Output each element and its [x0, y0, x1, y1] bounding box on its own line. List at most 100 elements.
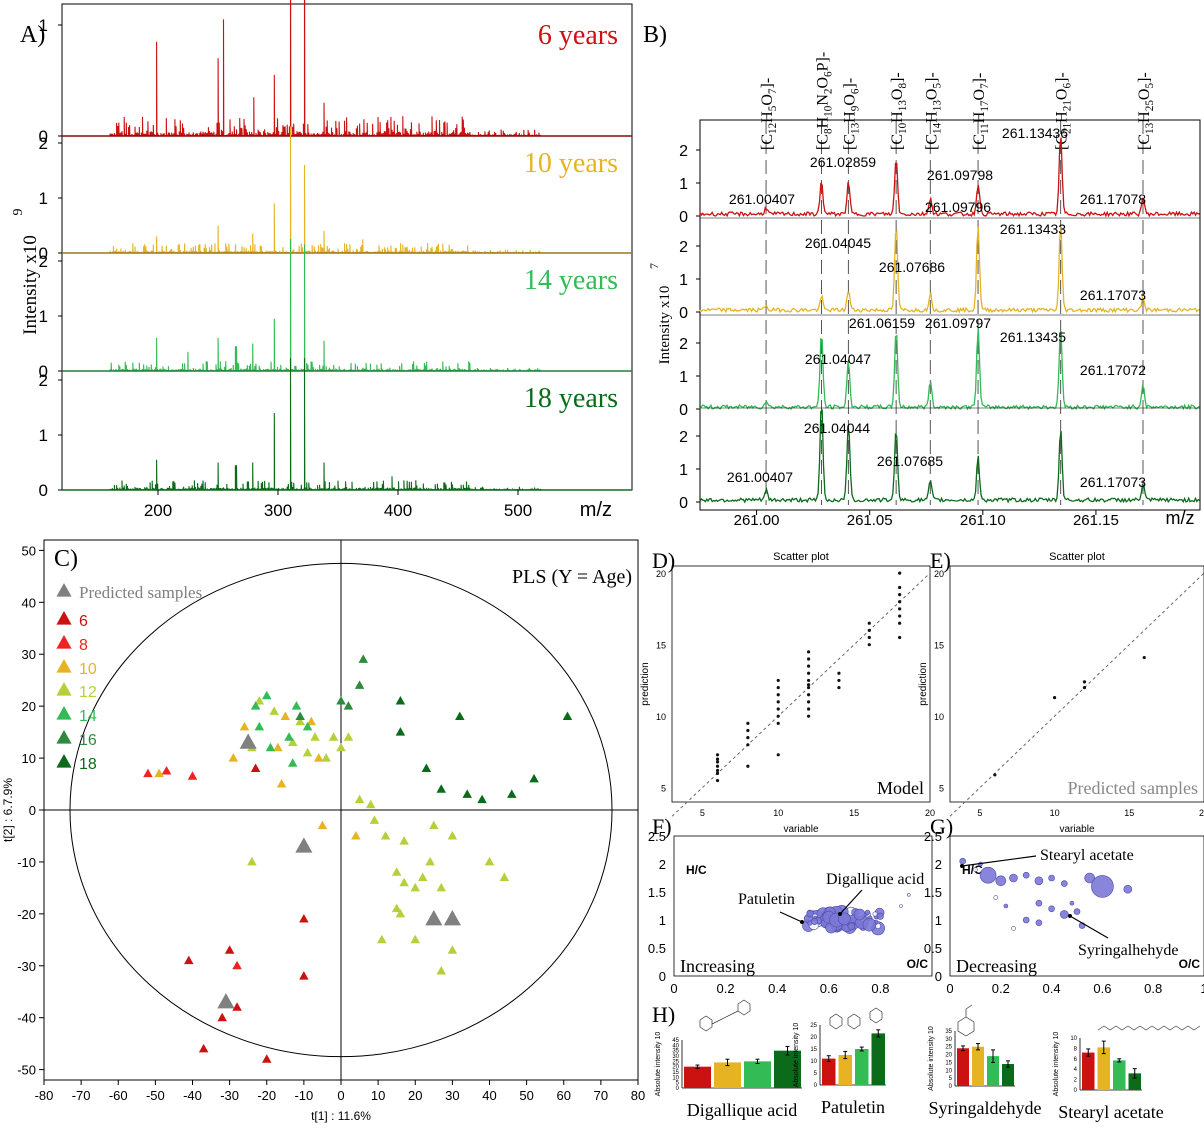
panel-c-xtick-label: 30: [445, 1088, 459, 1103]
panelD-point: [806, 657, 811, 661]
score-point-12: [295, 716, 305, 726]
panel-b-peak-label: 261.17073: [1080, 287, 1146, 303]
panel-c-ytick-label: -30: [17, 959, 36, 974]
bar-stearyl-acetate: [1113, 1060, 1126, 1090]
panelD-point: [806, 700, 811, 704]
score-point-12: [336, 742, 346, 752]
panelF-ytick-label: 2: [659, 857, 666, 872]
panel-b-formula: [C8​H10​N2​O6​P]-: [814, 52, 834, 150]
panel-h-ytick-label: 30: [672, 1054, 679, 1060]
score-point-12: [499, 872, 510, 881]
panelD-point: [806, 683, 811, 687]
score-point-14: [291, 701, 302, 710]
panelD-point: [867, 635, 871, 640]
score-point-6: [217, 1012, 227, 1022]
panelG-compound-label: Stearyl acetate: [1040, 847, 1134, 864]
panelF-arrow: [839, 889, 863, 915]
panel-b-ytick-label: 2: [679, 239, 688, 256]
panel-h-compound-name: Stearyl acetate: [1058, 1102, 1163, 1122]
score-point-predicted-samples: [443, 910, 461, 926]
panel-b-xlabel: m/z: [1166, 508, 1195, 528]
panel-c-xtick-label: -50: [146, 1088, 165, 1103]
panel-c-xtick-label: 20: [408, 1088, 422, 1103]
panel-b-peak-label: 261.09797: [925, 315, 991, 331]
score-point-6: [224, 945, 235, 954]
score-point-14: [254, 721, 265, 731]
panelF-xtick-label: 0.6: [820, 981, 838, 996]
panelF-xtick-label: 0.8: [871, 981, 889, 996]
panel-b-formula: [C11​H17​O7​]-: [971, 73, 991, 150]
panelF-ytick-label: 1.5: [648, 885, 666, 900]
score-point-8: [161, 766, 172, 775]
panel-a-ylabel-exp: 9: [11, 209, 26, 216]
panelD-point: [806, 707, 811, 711]
score-point-10: [154, 768, 164, 778]
bar-syringaldehyde: [957, 1048, 969, 1086]
panelF-annotation: Increasing: [680, 956, 755, 976]
panelG-bubble: [1061, 880, 1068, 887]
panelD-point: [715, 760, 720, 764]
panel-a-ytick-label: 1: [39, 189, 48, 208]
panelD-point: [867, 643, 871, 647]
panelE-point: [1082, 685, 1087, 690]
panelD-ytick-label: 10: [656, 712, 666, 722]
panelD-point: [806, 671, 811, 675]
panelG-ytick-label: 1: [935, 913, 942, 928]
score-point-12: [399, 877, 409, 887]
panelD-point: [837, 678, 841, 683]
panel-a-ytick-label: 2: [39, 252, 48, 271]
panel-a-xlabel: m/z: [580, 499, 612, 521]
panel-b-xtick-label: 261.15: [1073, 512, 1119, 529]
formula-part: O: [841, 94, 858, 106]
score-point-16: [343, 701, 354, 710]
panel-a-xtick-label: 500: [504, 501, 532, 520]
panel-b-ytick-label: 1: [679, 369, 688, 386]
panelF-bubble: [862, 917, 877, 932]
panelG-bubble: [1048, 905, 1055, 913]
panelE-annotation: Predicted samples: [1068, 778, 1198, 798]
score-point-12: [484, 856, 495, 866]
formula-part: 10: [897, 122, 909, 134]
score-point-12: [391, 903, 402, 913]
patuletin-structure-icon: [829, 1007, 883, 1030]
formula-part: 13: [1144, 122, 1156, 134]
panel-b-formula: [C13​H9​O6​]-: [841, 78, 861, 150]
panelE-xtick-label: 20: [1199, 808, 1204, 818]
formula-part: 2: [822, 89, 834, 95]
panelG-bubble: [1034, 876, 1044, 886]
panelD-point: [898, 593, 902, 597]
score-point-18: [477, 794, 487, 804]
score-point-16: [336, 695, 346, 705]
score-point-12: [410, 882, 420, 892]
panel-c-xtick-label: 40: [482, 1088, 496, 1103]
formula-part: 13: [897, 100, 909, 112]
panel-c-ytick-label: -10: [17, 855, 36, 870]
bar-digallique-acid: [714, 1062, 741, 1088]
panelE-xlabel: variable: [1059, 824, 1094, 835]
panel-b-formula: [C21​H21​O6​]-: [1054, 72, 1074, 150]
formula-part: ]-: [1136, 72, 1153, 83]
bar-patuletin: [871, 1033, 885, 1085]
score-point-14: [262, 690, 272, 700]
panel-c-xtick-label: -80: [35, 1088, 54, 1103]
score-point-14: [287, 758, 298, 767]
hotelling-ellipse: [69, 562, 613, 1058]
panelD-point: [898, 621, 902, 625]
panelG-xtick-label: 0.4: [1043, 981, 1061, 996]
panel-h-compound-name: Digallique acid: [687, 1100, 797, 1120]
bar-stearyl-acetate: [1128, 1073, 1141, 1090]
panel-b-peak-label: 261.17078: [1080, 191, 1146, 207]
panel-h-ytick-label: 10: [672, 1075, 679, 1081]
panelE-ytick-label: 20: [934, 569, 944, 579]
panelD-point: [898, 571, 902, 575]
formula-part: 12: [767, 123, 779, 134]
formula-part: 21: [1062, 123, 1074, 134]
score-point-predicted-samples: [239, 733, 257, 749]
panel-b-zoomed-spectra: B) [C12​H5​O7​]- [C8​H10​N2​O6​P]- [C13​H9​…: [643, 22, 1201, 529]
score-point-6: [262, 1054, 272, 1063]
score-point-8: [232, 960, 242, 970]
panelD-point: [898, 614, 902, 618]
formula-part: [C: [889, 134, 906, 150]
bar-syringaldehyde: [972, 1046, 984, 1086]
